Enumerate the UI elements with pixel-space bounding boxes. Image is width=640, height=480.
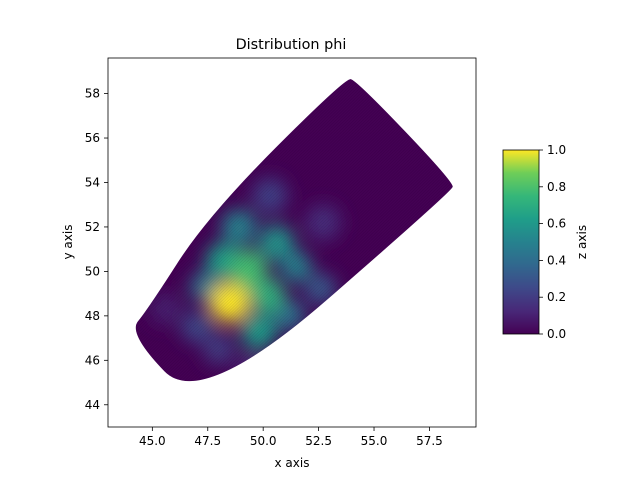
plot-area [135,79,453,382]
y-tick-label: 52 [85,220,100,234]
heat-cell [249,278,286,314]
colorbar-label: z axis [575,225,589,259]
heatmap-field [150,178,341,382]
heat-cell [227,249,268,290]
x-tick-label: 45.0 [139,434,166,448]
colorbar: 0.0 0.2 0.4 0.6 0.8 1.0 z axis [502,143,589,341]
heat-cell [274,300,306,332]
x-axis-ticks: 45.0 47.5 50.0 52.5 55.0 57.5 [139,427,443,448]
plot-frame [107,57,477,428]
x-tick-label: 47.5 [194,434,221,448]
y-axis-ticks: 44 46 48 50 52 54 56 58 [85,87,108,412]
y-tick-label: 48 [85,309,100,323]
heat-cell [305,204,341,241]
heat-cell [258,224,295,261]
colorbar-tick-label: 0.2 [547,290,566,304]
heat-cell [241,313,277,350]
domain-fill [135,79,453,382]
x-tick-label: 50.0 [250,434,277,448]
colorbar-ticks: 0.0 0.2 0.4 0.6 0.8 1.0 [539,143,566,341]
heat-cell [150,293,182,325]
heat-cell [280,251,312,283]
colorbar-gradient [503,150,539,334]
x-tick-label: 52.5 [305,434,332,448]
y-tick-label: 44 [85,398,100,412]
heat-cell [221,209,257,245]
x-axis-label: x axis [275,456,310,470]
y-tick-label: 50 [85,264,100,278]
heat-cell [181,311,213,343]
y-tick-label: 54 [85,175,100,189]
heat-cell [305,273,337,305]
colorbar-frame [502,149,540,335]
heat-cell [203,333,235,365]
y-tick-label: 56 [85,131,100,145]
colorbar-tick-label: 0.6 [547,217,566,231]
y-tick-label: 46 [85,353,100,367]
x-tick-label: 57.5 [416,434,443,448]
heat-cell [236,353,268,382]
colorbar-tick-label: 0.0 [547,327,566,341]
heat-cell [209,282,250,323]
y-tick-label: 58 [85,87,100,101]
colorbar-tick-label: 0.8 [547,180,566,194]
x-tick-label: 55.0 [361,434,388,448]
y-axis-label: y axis [61,225,75,260]
chart-title: Distribution phi [236,37,347,53]
colorbar-tick-label: 0.4 [547,253,566,267]
colorbar-tick-label: 1.0 [547,143,566,157]
heat-cell [252,178,288,214]
